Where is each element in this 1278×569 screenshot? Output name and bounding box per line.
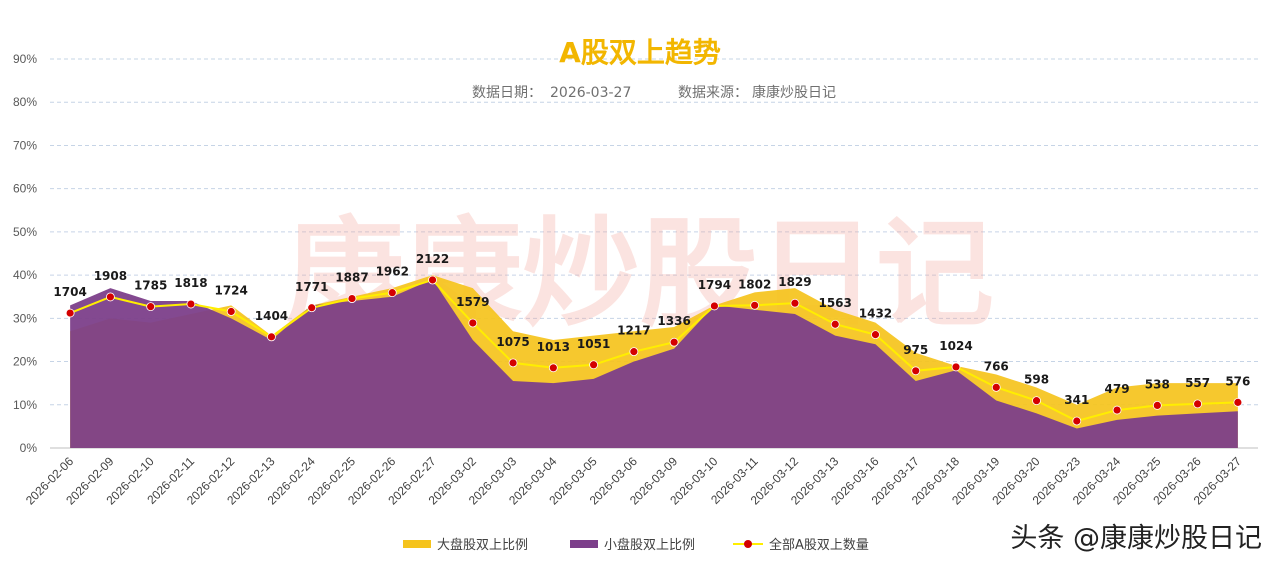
count-point [146,302,156,312]
count-point [911,366,921,376]
count-data-label: 1051 [577,337,610,351]
y-tick-label: 90% [13,52,37,66]
count-data-label: 1217 [617,324,650,338]
y-tick-label: 50% [13,225,37,239]
count-data-label: 1887 [335,271,368,285]
count-data-label: 479 [1105,382,1130,396]
count-point [589,360,598,370]
brand-watermark: 头条 @康康炒股日记 [1010,523,1262,554]
y-axis: 0% 10% 20% 30% 40% 50% 60% 70% 80% 90% [13,52,37,455]
y-tick-label: 0% [20,441,38,455]
count-data-label: 1802 [738,277,771,291]
count-data-label: 557 [1185,376,1210,390]
count-data-label: 1432 [859,307,892,321]
count-line-path [69,278,1238,423]
count-point [1233,397,1243,407]
date-label: 数据日期： [472,85,542,101]
legend-label-small-cap: 小盘股双上比例 [604,537,695,553]
count-data-label: 576 [1225,374,1250,388]
count-point [347,294,357,303]
count-data-label: 1908 [94,269,127,283]
count-point [548,363,558,373]
count-data-label: 341 [1064,393,1089,407]
count-point [307,303,317,313]
legend-label-count: 全部A股双上数量 [769,537,869,553]
count-point [1032,396,1041,406]
count-point [871,330,880,340]
count-point [387,288,397,298]
count-point [1112,405,1122,415]
count-data-label: 1704 [53,285,86,299]
legend-label-large-cap: 大盘股双上比例 [437,537,528,553]
count-point [991,382,1001,392]
count-point [629,347,639,357]
count-point [1193,399,1202,409]
count-point [710,301,719,311]
count-data-label: 2122 [416,252,449,266]
legend-swatch-small-cap [570,540,598,548]
count-data-label: 1829 [778,275,811,289]
y-tick-label: 40% [13,268,37,282]
count-point [226,307,236,316]
count-point [508,358,518,368]
count-data-label: 1579 [456,295,489,309]
y-tick-label: 70% [13,138,37,152]
count-data-label: 975 [903,343,928,357]
count-data-label: 1013 [537,340,570,354]
data-labels: 1704 1908 1785 1818 1724 1404 1771 1887 1962 2122… [53,252,1250,407]
count-point [951,362,961,372]
count-point [468,318,478,328]
count-data-label: 1962 [376,265,409,279]
area-small-cap [70,279,1238,448]
count-data-label: 1075 [496,335,529,349]
count-point [1152,400,1162,410]
chart-title: A股双上趋势 [559,36,721,69]
count-point [1072,416,1082,426]
count-data-label: 766 [984,359,1009,373]
count-data-label: 1771 [295,280,328,294]
count-data-label: 1563 [818,296,851,310]
y-tick-label: 30% [13,311,37,325]
count-data-label: 1818 [174,276,207,290]
count-point [428,275,437,285]
count-data-label: 1794 [698,278,731,292]
count-point [65,308,75,318]
y-tick-label: 20% [13,355,37,369]
count-point [750,300,760,310]
source-value: 康康炒股日记 [752,84,836,101]
count-point [106,292,115,302]
count-data-label: 538 [1145,377,1170,391]
count-point [790,298,800,308]
y-tick-label: 10% [13,398,37,412]
count-data-label: 1404 [255,309,288,323]
count-data-label: 1336 [657,314,690,328]
plot-areas [70,275,1238,448]
count-data-label: 1024 [939,339,972,353]
date-value: 2026-03-27 [550,85,631,101]
count-line [65,275,1243,426]
count-data-label: 598 [1024,373,1049,387]
y-tick-label: 60% [13,182,37,196]
count-point [186,299,196,309]
legend-swatch-large-cap [403,540,431,548]
source-label: 数据来源： [678,85,748,101]
count-point [669,337,679,347]
count-data-label: 1785 [134,279,167,293]
count-point [830,319,840,329]
legend-swatch-marker [744,540,752,548]
count-data-label: 1724 [214,283,247,297]
y-tick-label: 80% [13,95,37,109]
legend: 大盘股双上比例 小盘股双上比例 全部A股双上数量 [403,537,869,553]
count-point [267,332,276,342]
